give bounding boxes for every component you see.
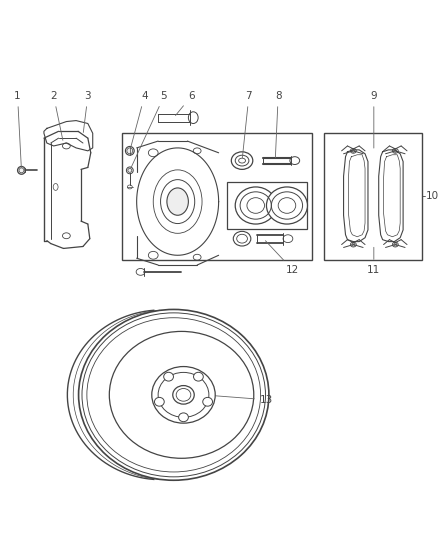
Text: 6: 6 <box>176 91 194 116</box>
Text: 5: 5 <box>131 91 167 168</box>
Text: 3: 3 <box>83 91 91 133</box>
Ellipse shape <box>164 372 173 381</box>
Text: 4: 4 <box>131 91 148 148</box>
Ellipse shape <box>125 147 134 155</box>
Ellipse shape <box>127 167 133 174</box>
Bar <box>122 133 312 260</box>
Text: 1: 1 <box>14 91 21 167</box>
Ellipse shape <box>179 413 188 422</box>
Ellipse shape <box>152 367 215 423</box>
Text: 11: 11 <box>367 247 381 275</box>
Ellipse shape <box>194 372 203 381</box>
Ellipse shape <box>173 385 194 404</box>
Text: 9: 9 <box>371 91 377 148</box>
Polygon shape <box>379 150 403 241</box>
Ellipse shape <box>167 188 188 215</box>
Ellipse shape <box>155 398 164 406</box>
Text: 7: 7 <box>242 91 252 158</box>
Text: 13: 13 <box>206 395 273 405</box>
Ellipse shape <box>203 398 212 406</box>
Text: 2: 2 <box>50 91 63 140</box>
Text: 10: 10 <box>426 191 438 201</box>
Ellipse shape <box>266 187 307 224</box>
Ellipse shape <box>235 187 276 224</box>
Bar <box>227 182 307 229</box>
Ellipse shape <box>18 166 25 174</box>
Polygon shape <box>343 150 368 241</box>
Ellipse shape <box>78 310 269 480</box>
Text: 8: 8 <box>275 91 282 158</box>
Bar <box>324 133 422 260</box>
Ellipse shape <box>110 332 254 458</box>
Text: 12: 12 <box>265 241 300 275</box>
